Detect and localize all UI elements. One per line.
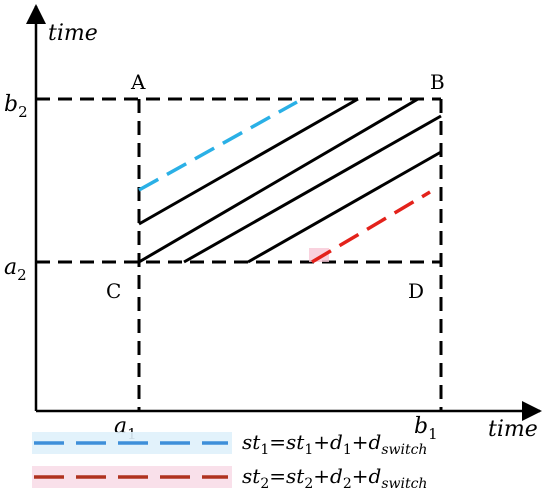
corner-label-a: A bbox=[130, 70, 146, 94]
corner-label-c: C bbox=[106, 279, 121, 303]
x-tick-b1: b1 bbox=[414, 414, 438, 443]
red-dashed-segment bbox=[311, 190, 431, 264]
diagonal-2 bbox=[138, 97, 419, 264]
y-tick-a2: a2 bbox=[4, 255, 27, 284]
legend-item-1-label: st1=st1+d1+dswitch bbox=[242, 430, 427, 458]
diagonal-1 bbox=[138, 97, 359, 226]
diagonal-4 bbox=[247, 150, 442, 264]
legend-item-2: st2=st2+d2+dswitch bbox=[32, 464, 427, 492]
y-tick-b2: b2 bbox=[4, 92, 28, 121]
corner-label-d: D bbox=[408, 279, 424, 303]
dashed-grid bbox=[36, 97, 443, 411]
diagonal-3 bbox=[183, 114, 442, 264]
legend: st1=st1+d1+dswitch st2=st2+d2+dswitch bbox=[32, 430, 427, 492]
solid-diagonals bbox=[138, 97, 442, 264]
y-axis-label: time bbox=[48, 21, 98, 46]
legend-item-2-label: st2=st2+d2+dswitch bbox=[242, 464, 427, 492]
pink-highlight bbox=[309, 248, 329, 262]
legend-item-1: st1=st1+d1+dswitch bbox=[32, 430, 427, 458]
corner-label-b: B bbox=[430, 70, 445, 94]
x-axis-label: time bbox=[488, 417, 538, 442]
